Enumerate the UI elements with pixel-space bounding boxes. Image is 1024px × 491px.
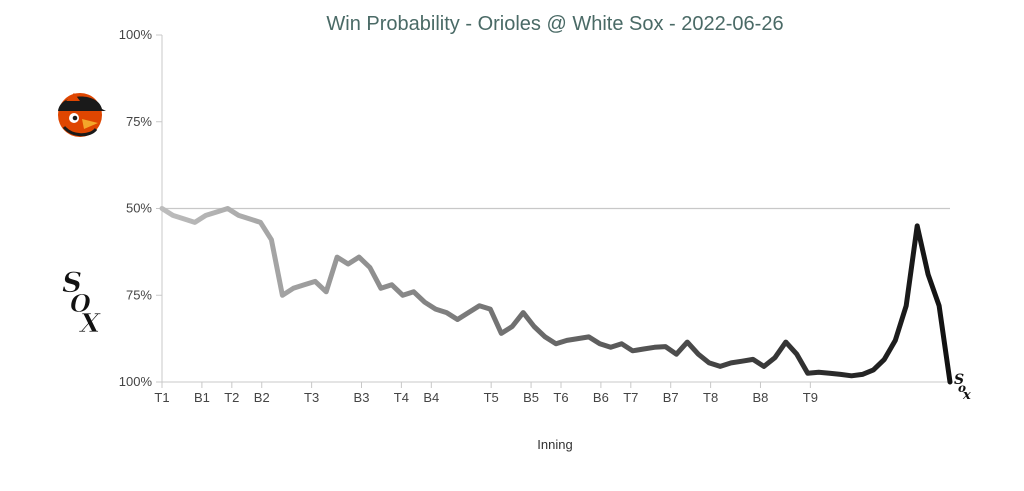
x-tick-label: T6: [553, 390, 568, 405]
x-axis-label: Inning: [537, 437, 572, 452]
x-tick-label: B2: [254, 390, 270, 405]
x-tick-label: B5: [523, 390, 539, 405]
svg-text:O: O: [70, 289, 91, 318]
x-tick-label: T1: [154, 390, 169, 405]
x-tick-label: T2: [224, 390, 239, 405]
x-tick-label: B1: [194, 390, 210, 405]
svg-text:X: X: [78, 309, 102, 339]
orioles-logo: [58, 93, 106, 137]
x-tick-label: T3: [304, 390, 319, 405]
white-sox-end-icon: S o x: [954, 372, 971, 403]
x-tick-label: T8: [703, 390, 718, 405]
y-tick-label: 50%: [126, 201, 152, 216]
y-tick-label: 100%: [119, 374, 153, 389]
x-tick-label: B8: [753, 390, 769, 405]
y-tick-label: 75%: [126, 287, 152, 302]
y-tick-label: 75%: [126, 114, 152, 129]
x-tick-label: B3: [354, 390, 370, 405]
x-tick-label: B7: [663, 390, 679, 405]
chart-title: Win Probability - Orioles @ White Sox - …: [326, 13, 783, 35]
svg-text:o: o: [958, 381, 966, 395]
x-tick-label: T7: [623, 390, 638, 405]
x-tick-label: T4: [394, 390, 409, 405]
svg-text:S: S: [954, 372, 964, 388]
svg-text:S: S: [62, 266, 82, 299]
x-tick-label: B6: [593, 390, 609, 405]
x-tick-label: T5: [484, 390, 499, 405]
white-sox-logo: S O X: [62, 266, 103, 340]
x-tick-label: B4: [423, 390, 439, 405]
x-tick-label: T9: [803, 390, 818, 405]
y-axis: 100% 75% 50% 75% 100%: [119, 27, 163, 389]
svg-text:x: x: [962, 388, 971, 403]
x-axis: T1 B1 T2 B2 T3 B3 T4 B4 T5 B5 T6 B6 T7 B7 T8 B8 T9: [154, 381, 950, 405]
y-tick-label: 100%: [119, 27, 153, 42]
win-probability-line: [159, 206, 953, 385]
